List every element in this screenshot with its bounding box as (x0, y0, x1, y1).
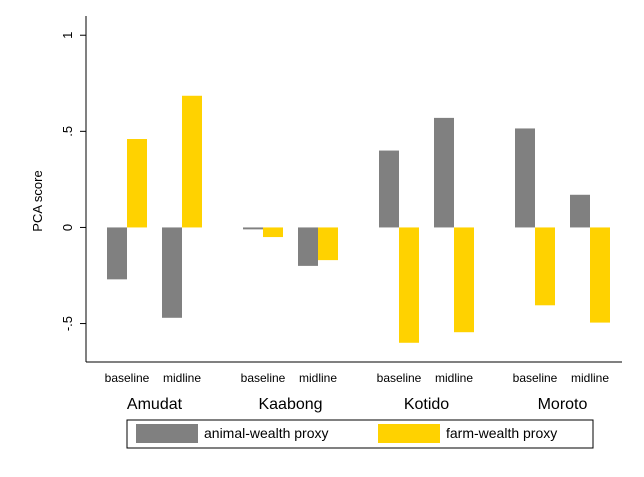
bar-animal (162, 227, 182, 318)
bar-farm (590, 227, 610, 323)
bar-animal (570, 194, 590, 228)
bar-farm (263, 227, 283, 238)
x-tick-label: baseline (513, 371, 558, 385)
bar-animal (379, 150, 399, 228)
y-axis-title: PCA score (30, 170, 45, 231)
bar-farm (318, 227, 338, 261)
legend-label-animal: animal-wealth proxy (204, 425, 329, 441)
legend-swatch-animal (136, 424, 198, 443)
y-tick-label: .5 (60, 126, 75, 137)
bar-animal (298, 227, 318, 266)
legend-box (126, 419, 594, 449)
bar-farm (182, 95, 202, 228)
bar-farm (454, 227, 474, 333)
x-group-label: Kotido (404, 396, 449, 413)
bar-farm (535, 227, 555, 306)
x-group-label: Amudat (127, 396, 183, 413)
x-group-label: Kaabong (258, 396, 322, 413)
y-tick-label: -.5 (60, 316, 75, 331)
x-tick-label: midline (163, 371, 201, 385)
x-tick-label: midline (571, 371, 609, 385)
bar-animal (243, 227, 263, 230)
bar-farm (399, 227, 419, 343)
bar-animal (107, 227, 127, 280)
y-tick-label: 0 (60, 224, 75, 231)
x-tick-label: midline (435, 371, 473, 385)
x-tick-label: baseline (377, 371, 422, 385)
x-tick-label: baseline (241, 371, 286, 385)
bar-farm (127, 139, 147, 228)
bar-animal (515, 128, 535, 228)
x-group-label: Moroto (538, 396, 588, 413)
x-tick-label: baseline (105, 371, 150, 385)
legend-swatch-farm (378, 424, 440, 443)
legend-label-farm: farm-wealth proxy (446, 425, 557, 441)
y-tick-label: 1 (60, 32, 75, 39)
x-tick-label: midline (299, 371, 337, 385)
bar-animal (434, 117, 454, 228)
